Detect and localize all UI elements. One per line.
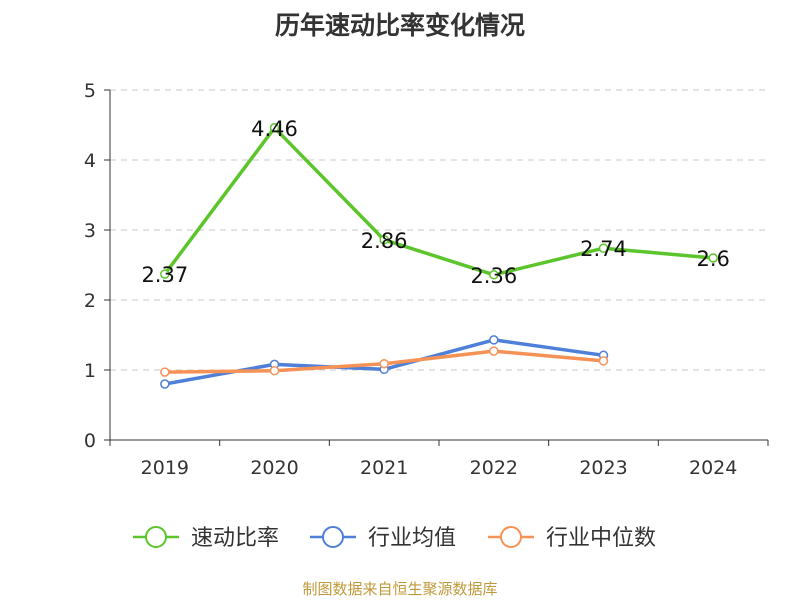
grid-lines (110, 89, 768, 371)
data-point-0-2022 (489, 270, 499, 280)
y-tick-label: 5 (84, 80, 96, 102)
x-tick-label-2019: 2019 (141, 457, 189, 479)
data-label-2021: 2.86 (361, 229, 408, 253)
data-label-2022: 2.36 (470, 264, 517, 288)
data-point-2-2021 (379, 358, 389, 369)
legend-label: 行业均值 (368, 526, 456, 551)
y-tick-label: 3 (84, 220, 96, 242)
data-point-0-2019 (160, 269, 170, 279)
x-tick-label-2021: 2021 (360, 457, 408, 479)
data-point-2-2023 (598, 356, 609, 366)
data-label-2020: 4.46 (251, 117, 298, 141)
legend-swatch-circle (145, 526, 167, 548)
y-tick-label: 0 (84, 430, 96, 452)
x-tick-label-2024: 2024 (689, 457, 737, 479)
legend-swatch-circle (322, 526, 344, 548)
source-note: 制图数据来自恒生聚源数据库 (302, 580, 498, 598)
legend-label: 速动比率 (191, 526, 279, 551)
legend-item-2: 行业中位数 (488, 526, 656, 551)
legend: 速动比率 行业均值 行业中位数 (133, 526, 656, 551)
x-tick-label-2023: 2023 (579, 457, 627, 479)
data-labels: 2.37 4.46 2.86 2.36 2.74 2.6 (141, 117, 729, 288)
y-tick-label: 4 (84, 150, 96, 172)
chart-title: 历年速动比率变化情况 (274, 11, 525, 40)
x-tick-label-2022: 2022 (470, 457, 518, 479)
data-point-0-2023 (598, 243, 609, 253)
data-point-1-2019 (160, 379, 170, 389)
legend-label: 行业中位数 (546, 526, 656, 551)
y-tick-label: 2 (84, 290, 96, 312)
data-point-0-2024 (708, 253, 718, 263)
data-point-1-2022 (489, 335, 499, 345)
data-point-2-2022 (489, 346, 499, 356)
legend-item-1: 行业均值 (310, 526, 456, 551)
data-point-2-2020 (269, 365, 280, 376)
axes: 0 1 2 3 4 5 2019 2020 2021 2022 2023 2024 (84, 80, 769, 479)
legend-swatch-circle (500, 526, 522, 548)
x-tick-label-2020: 2020 (250, 457, 298, 479)
data-point-2-2019 (160, 367, 170, 377)
series-lines (160, 123, 718, 389)
data-label-2019: 2.37 (141, 263, 188, 287)
data-label-2023: 2.74 (580, 237, 627, 261)
data-label-2024: 2.6 (696, 247, 729, 271)
data-point-0-2021 (379, 235, 389, 245)
y-tick-label: 1 (84, 360, 96, 382)
data-point-0-2020 (269, 123, 280, 133)
legend-item-0: 速动比率 (133, 526, 279, 551)
series-line-0 (163, 126, 714, 277)
